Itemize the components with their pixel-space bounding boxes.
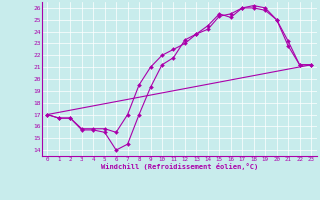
X-axis label: Windchill (Refroidissement éolien,°C): Windchill (Refroidissement éolien,°C) bbox=[100, 163, 258, 170]
